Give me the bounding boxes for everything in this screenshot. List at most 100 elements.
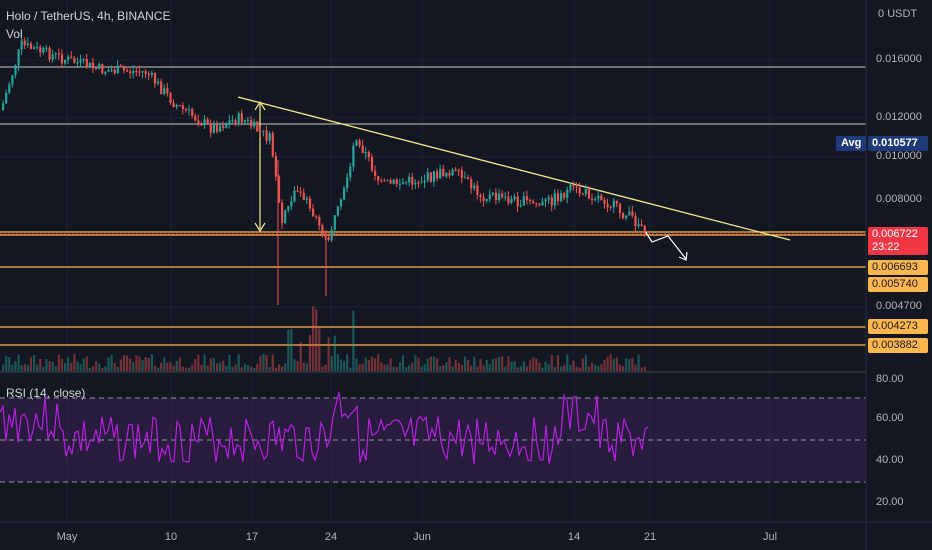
volume-bar [330,356,333,372]
candle-body [129,71,132,74]
candle-body [560,193,563,202]
candle-body [522,196,525,206]
volume-bar [147,357,150,372]
candle-body [234,120,237,125]
volume-bar [203,354,206,372]
volume-bar [228,355,231,372]
candle-body [212,124,215,133]
candle-body [104,71,107,74]
volume-bar [194,359,197,372]
candle-body [228,120,231,125]
candle-body [355,140,358,146]
candle-body [628,211,631,216]
candle-body [408,176,411,183]
volume-bar [482,365,485,372]
volume-bar [507,356,510,372]
volume-bar [346,354,349,372]
candle-body [535,203,538,205]
volume-bar [491,359,494,372]
time-tick: 24 [324,531,338,543]
volume-bar [70,362,73,372]
volume-bar [234,364,237,372]
volume-bar [622,365,625,372]
candle-body [144,71,147,74]
volume-bar [494,358,498,372]
volume-bar [463,356,467,372]
price-tick: 0.012000 [876,111,922,123]
candle-body [529,200,532,202]
volume-bar [634,364,637,372]
candle-body [386,180,389,182]
volume-bar [324,364,327,372]
candle-body [197,120,200,125]
currency-label[interactable]: 0 USDT [878,8,917,20]
volume-bar [107,357,110,372]
volume-bar [339,359,343,372]
price-tick: 0.016000 [876,53,922,65]
volume-legend[interactable]: Vol [6,27,23,41]
time-tick: 21 [643,531,657,543]
candle-body [271,133,274,157]
price-tick: 0.010000 [876,150,922,162]
candle-body [163,88,166,95]
volume-bar [470,365,473,372]
volume-bar [609,354,612,372]
candle-body [377,176,380,181]
volume-bar [296,361,299,372]
candle-body [587,188,591,199]
volume-bar [315,309,318,372]
candle-body [95,68,98,70]
candle-body [643,226,646,233]
candle-body [485,198,488,202]
candle-body [219,125,222,132]
candle-body [374,170,377,177]
volume-bar [85,356,88,372]
volume-bar [42,366,45,372]
volume-bar [488,363,491,372]
volume-bar [175,360,178,372]
candle-body [153,73,157,84]
volume-bar [45,358,48,372]
volume-bar [606,356,609,372]
candle-body [544,199,547,202]
volume-bar [29,357,33,372]
volume-bar [262,354,265,372]
volume-bar [553,367,556,372]
volume-bar [426,358,429,372]
rsi-legend[interactable]: RSI (14, close) [6,386,86,400]
volume-bar [367,360,370,372]
candle-body [54,53,57,55]
volume-bar [157,367,160,372]
candle-body [181,105,184,109]
drawing-layer[interactable] [0,66,866,346]
candle-body [566,189,569,198]
volume-bar [116,367,119,372]
candle-body [110,69,113,71]
volume-bar [445,361,448,372]
volume-bar [578,367,581,372]
time-tick: May [56,531,78,543]
candle-body [57,53,60,55]
time-tick: Jul [762,531,778,543]
candle-body [556,193,560,202]
volume-bar [253,367,256,372]
volume-bar [476,366,479,372]
candle-body [451,169,454,176]
symbol-title[interactable]: Holo / TetherUS, 4h, BINANCE [6,9,171,23]
candle-body [448,173,451,176]
volume-bar [398,362,401,372]
volume-bar [612,358,615,372]
candle-body [166,88,169,94]
volume-bar [584,354,587,372]
volume-bar [225,366,228,372]
volume-bar [401,355,405,372]
candle-body [287,206,290,211]
volume-bar [57,354,60,372]
volume-bar [544,361,547,372]
volume-bar [104,366,107,372]
projection-arrow-head [678,251,688,261]
candle-body [339,199,343,207]
volume-bar [287,329,290,372]
volume-bar [299,342,302,372]
